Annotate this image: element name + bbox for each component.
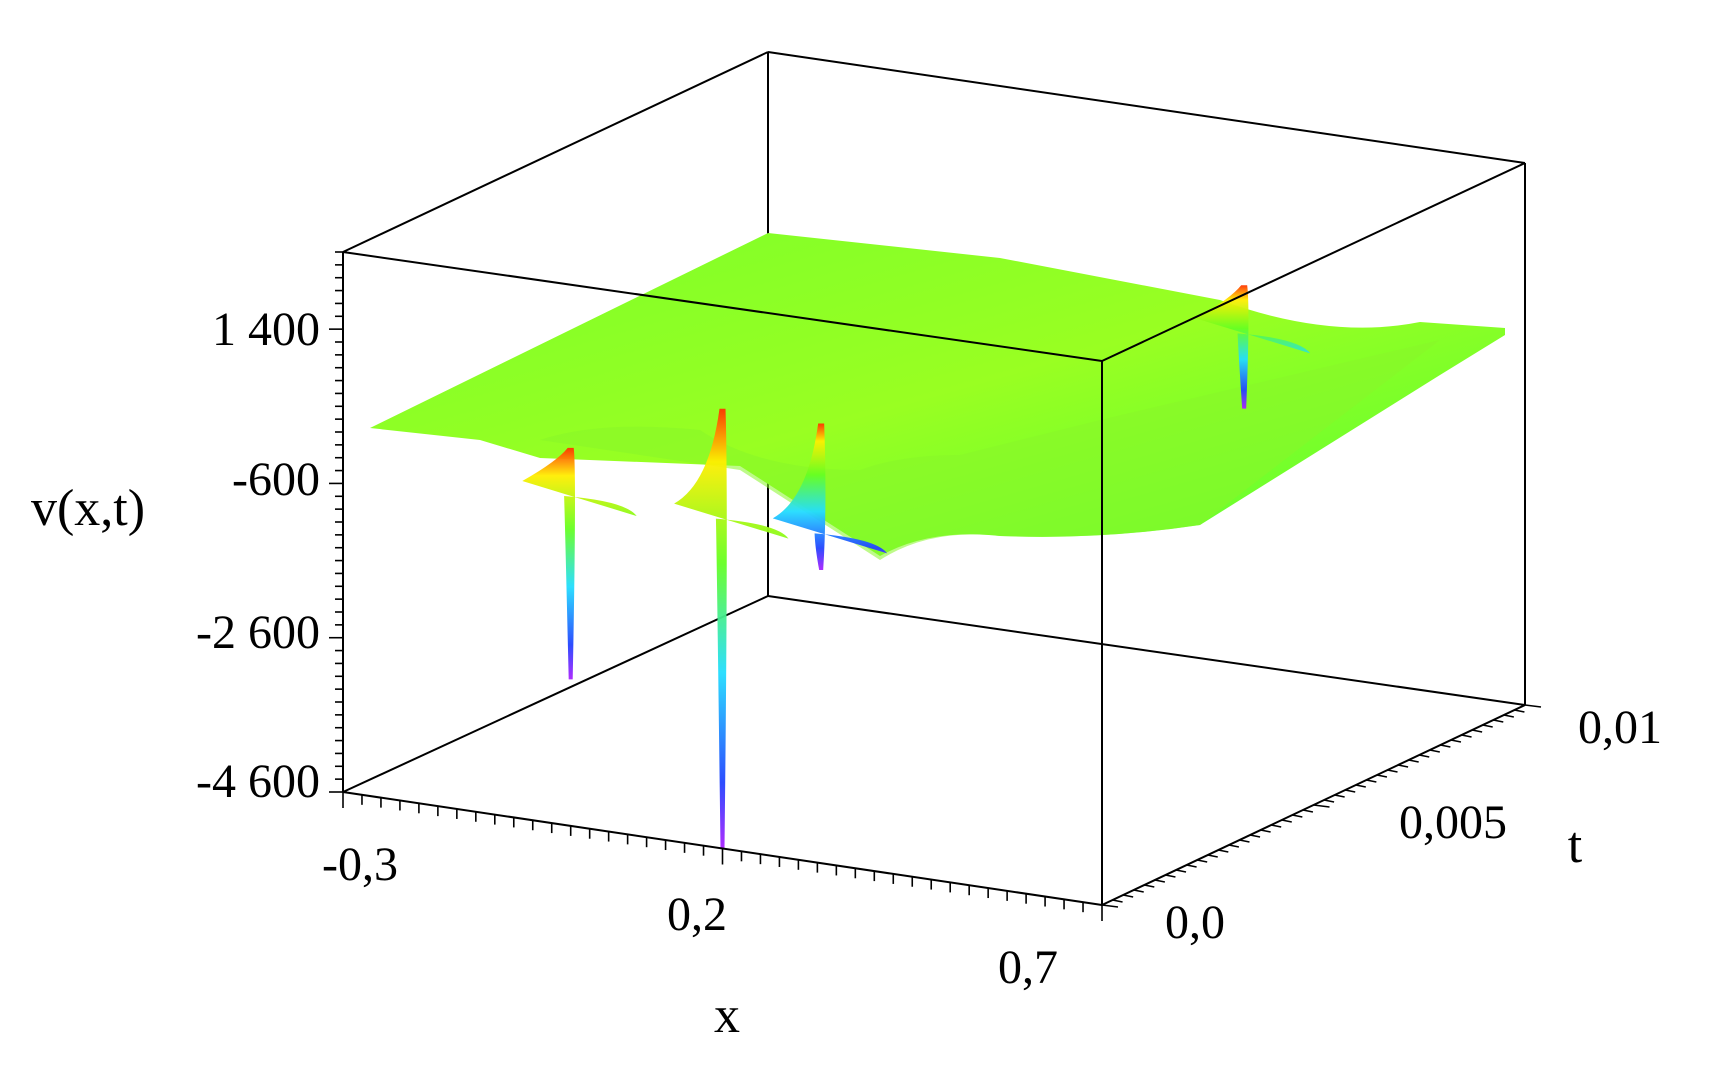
- t-tick: [1292, 814, 1303, 818]
- t-tick: [1387, 769, 1398, 773]
- t-tick-label: 0,01: [1578, 701, 1662, 754]
- t-tick: [1355, 784, 1366, 788]
- x-tick-label: 0,7: [998, 941, 1058, 994]
- z-axis: 1 400 -600 -2 600 -4 600 v(x,t): [31, 303, 320, 808]
- z-tick-label: -2 600: [196, 606, 320, 659]
- spike-2: [772, 423, 888, 571]
- t-tick: [1228, 844, 1240, 848]
- t-tick: [1450, 739, 1462, 743]
- t-tick: [1175, 869, 1187, 873]
- t-tick: [1186, 864, 1197, 868]
- t-tick: [1334, 794, 1345, 798]
- x-tick-label: -0,3: [322, 838, 398, 891]
- t-tick: [1493, 719, 1504, 723]
- t-tick: [1239, 839, 1250, 843]
- t-tick: [1345, 789, 1356, 793]
- t-tick: [1101, 904, 1119, 908]
- t-tick: [1302, 809, 1314, 813]
- t-tick: [1429, 749, 1440, 753]
- x-tick-label: 0,2: [667, 888, 727, 941]
- t-tick: [1144, 884, 1155, 888]
- t-tick: [1112, 899, 1123, 903]
- surface-front-shade: [540, 340, 1440, 560]
- t-tick: [1165, 874, 1176, 878]
- t-tick: [1524, 704, 1542, 708]
- t-tick: [1514, 709, 1525, 713]
- t-tick: [1260, 829, 1271, 833]
- t-tick: [1271, 824, 1282, 828]
- z-axis-title: v(x,t): [31, 480, 145, 537]
- t-tick: [1313, 804, 1330, 808]
- x-axis-title: x: [714, 987, 740, 1044]
- t-tick-label: 0,005: [1399, 796, 1507, 849]
- z-tick-label: 1 400: [212, 303, 320, 356]
- t-tick: [1461, 734, 1472, 738]
- t-tick: [1471, 729, 1483, 733]
- spike-3: [1195, 285, 1311, 409]
- t-tick: [1397, 764, 1409, 768]
- t-tick-label: 0,0: [1165, 896, 1225, 949]
- spike-0: [522, 447, 637, 680]
- t-tick: [1133, 889, 1144, 893]
- t-tick: [1249, 834, 1261, 838]
- t-tick: [1207, 854, 1218, 858]
- t-tick: [1503, 714, 1515, 718]
- t-tick: [1281, 819, 1292, 823]
- t-tick: [1419, 754, 1430, 758]
- t-tick: [1376, 774, 1388, 778]
- x-axis: -0,3 0,2 0,7 x: [322, 838, 1058, 1044]
- z-tick-label: -600: [232, 453, 320, 506]
- t-tick: [1408, 759, 1419, 763]
- spikes: [522, 285, 1311, 849]
- t-axis-title: t: [1568, 817, 1583, 874]
- t-tick: [1440, 744, 1451, 748]
- t-tick: [1366, 779, 1377, 783]
- t-axis: 0,0 0,005 0,01 t: [1165, 701, 1662, 949]
- axis-ticks: [329, 251, 1542, 921]
- surface: [370, 233, 1505, 849]
- t-tick: [1218, 849, 1229, 853]
- t-tick: [1197, 859, 1208, 863]
- t-tick: [1154, 879, 1166, 883]
- t-tick: [1482, 724, 1493, 728]
- t-tick: [1122, 894, 1134, 898]
- t-tick: [1323, 799, 1335, 803]
- z-tick-label: -4 600: [196, 755, 320, 808]
